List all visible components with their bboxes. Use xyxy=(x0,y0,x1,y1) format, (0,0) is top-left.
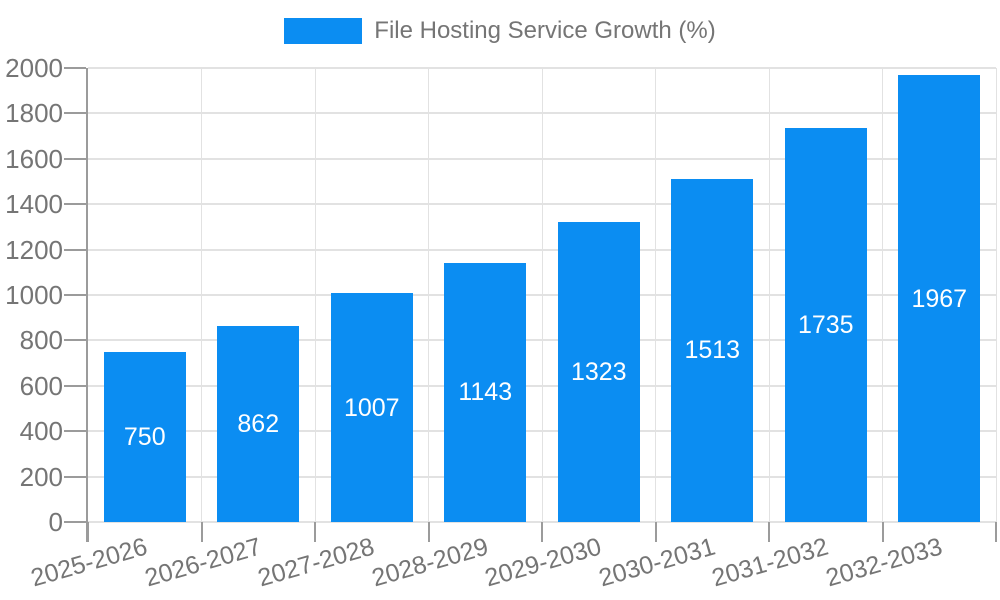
y-tick-mark xyxy=(64,430,86,433)
bar-value-label: 1007 xyxy=(343,393,400,422)
x-tick-mark xyxy=(881,522,884,542)
y-tick-label: 2000 xyxy=(5,53,63,83)
legend[interactable]: File Hosting Service Growth (%) xyxy=(0,14,1000,48)
y-tick-label: 1800 xyxy=(5,98,63,129)
x-tick-label: 2030-2031 xyxy=(595,532,719,593)
y-tick-label: 800 xyxy=(19,325,63,356)
bar[interactable]: 1967 xyxy=(898,75,981,522)
x-tick-label: 2032-2033 xyxy=(822,532,946,593)
x-tick-mark xyxy=(995,522,997,542)
bar-value-label: 862 xyxy=(237,410,280,439)
x-tick-mark xyxy=(654,522,657,542)
bar[interactable]: 862 xyxy=(217,326,300,522)
y-tick-label: 1600 xyxy=(5,143,63,174)
y-tick-mark xyxy=(64,67,86,69)
x-gridline xyxy=(655,68,656,522)
y-tick-mark xyxy=(64,248,86,251)
y-tick-label: 200 xyxy=(19,461,63,492)
y-tick-mark xyxy=(64,157,86,160)
x-tick-mark xyxy=(541,522,543,542)
legend-swatch-icon xyxy=(284,18,363,44)
x-tick-label: 2027-2028 xyxy=(254,532,378,593)
y-tick-mark xyxy=(64,294,86,296)
x-gridline xyxy=(201,68,202,522)
y-tick-label: 1000 xyxy=(5,280,63,310)
x-tick-mark xyxy=(768,522,770,542)
y-tick-mark xyxy=(64,339,86,342)
x-tick-label: 2031-2032 xyxy=(708,532,832,593)
y-tick-mark xyxy=(64,384,86,387)
bar[interactable]: 1735 xyxy=(784,128,867,522)
legend-label: File Hosting Service Growth (%) xyxy=(374,17,716,44)
x-gridline xyxy=(428,68,429,522)
bar[interactable]: 750 xyxy=(103,351,186,522)
y-tick-mark xyxy=(64,521,86,523)
bar[interactable]: 1513 xyxy=(671,178,754,522)
y-tick-mark xyxy=(64,203,86,206)
y-tick-label: 400 xyxy=(19,416,63,447)
y-tick-label: 0 xyxy=(48,507,63,537)
x-tick-mark xyxy=(427,522,430,542)
x-gridline xyxy=(882,68,883,522)
y-tick-mark xyxy=(64,112,86,115)
bar-value-label: 1323 xyxy=(570,357,627,386)
bar[interactable]: 1323 xyxy=(557,221,640,522)
x-gridline xyxy=(541,68,543,522)
x-tick-mark xyxy=(87,522,89,542)
y-tick-label: 600 xyxy=(19,370,63,401)
bar-value-label: 1735 xyxy=(797,311,854,340)
y-tick-mark xyxy=(64,475,86,478)
x-tick-label: 2025-2026 xyxy=(27,532,151,593)
bar-value-label: 1143 xyxy=(458,378,513,407)
x-tick-mark xyxy=(200,522,203,542)
y-tick-label: 1200 xyxy=(5,234,63,265)
x-tick-label: 2028-2029 xyxy=(368,532,492,593)
x-tick-mark xyxy=(314,522,316,542)
x-gridline xyxy=(768,68,770,522)
bar-value-label: 1513 xyxy=(684,336,741,365)
x-gridline xyxy=(995,68,997,522)
bar[interactable]: 1007 xyxy=(330,293,413,522)
x-tick-label: 2026-2027 xyxy=(141,532,265,593)
x-gridline xyxy=(314,68,316,522)
y-axis-line xyxy=(86,68,88,542)
bar[interactable]: 1143 xyxy=(444,262,527,522)
bar-value-label: 1967 xyxy=(911,284,968,313)
bar-value-label: 750 xyxy=(123,422,166,451)
x-tick-label: 2029-2030 xyxy=(481,532,605,593)
y-tick-label: 1400 xyxy=(5,189,63,220)
